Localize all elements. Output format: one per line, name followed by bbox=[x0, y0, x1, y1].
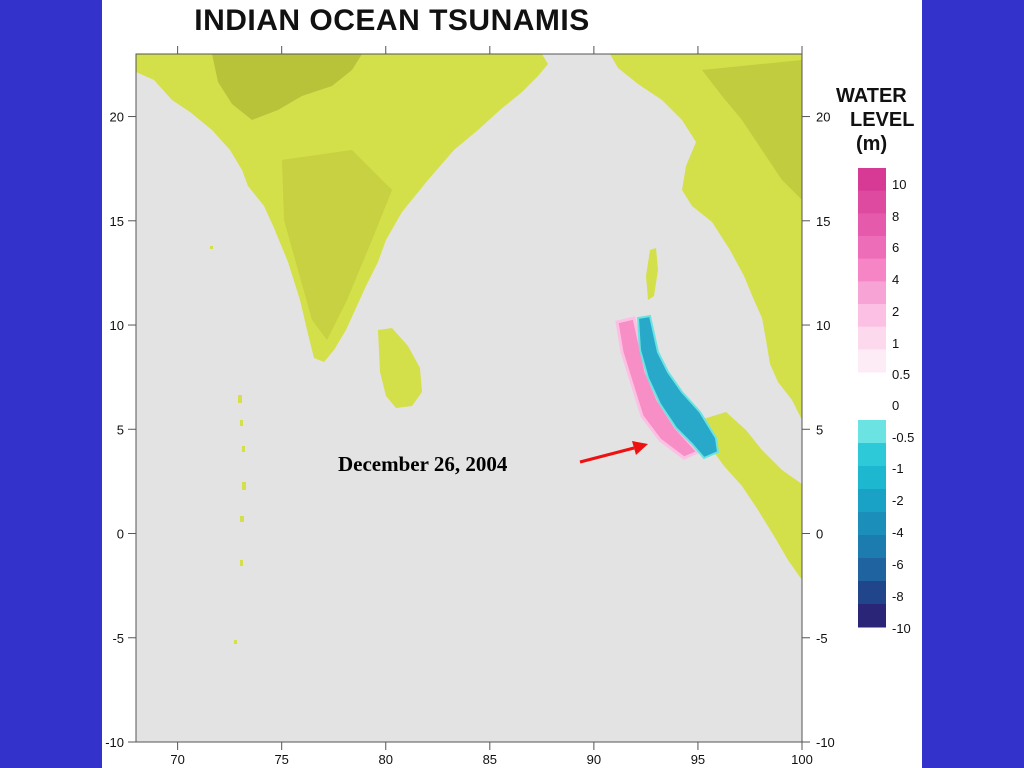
y-tick-label-left: -10 bbox=[105, 735, 124, 750]
legend-title-line-3: (m) bbox=[856, 133, 888, 155]
legend-title: WATER LEVEL (m) bbox=[836, 84, 914, 156]
y-tick-label-right: 5 bbox=[816, 422, 823, 437]
legend-swatch-negative bbox=[858, 604, 886, 628]
negative-wave-band bbox=[636, 314, 720, 460]
slide: INDIAN OCEAN TSUNAMIS bbox=[102, 0, 922, 768]
legend-label-positive: 0.5 bbox=[892, 367, 910, 382]
legend-swatch-positive bbox=[858, 168, 886, 192]
legend-swatch-negative bbox=[858, 466, 886, 490]
y-tick-label-left: 15 bbox=[110, 214, 124, 229]
legend-labels: 10 8 6 4 2 1 0.5 0 -0.5 -1 -2 -4 -6 -8 -10 bbox=[892, 177, 914, 636]
legend-swatch-positive bbox=[858, 190, 886, 214]
legend-label-positive: 10 bbox=[892, 177, 906, 192]
y-tick-label-left: -5 bbox=[112, 631, 124, 646]
y-tick-label-right: 20 bbox=[816, 110, 830, 125]
axis-labels: 70 75 80 85 90 95 100 20 20 15 15 10 10 5 5 0 0 -5 -5 -10 -1… bbox=[105, 110, 835, 767]
y-tick-label-left: 0 bbox=[117, 527, 124, 542]
legend-label-positive: 1 bbox=[892, 336, 899, 351]
land-layer bbox=[136, 54, 802, 644]
legend-label-positive: 4 bbox=[892, 272, 899, 287]
x-tick-label: 95 bbox=[691, 752, 705, 767]
legend-swatch-negative bbox=[858, 535, 886, 559]
legend-swatch-positive bbox=[858, 281, 886, 305]
legend-swatch-positive bbox=[858, 304, 886, 328]
legend-label-negative: -2 bbox=[892, 493, 904, 508]
annotation-arrow bbox=[579, 441, 648, 464]
legend-title-line-2: LEVEL bbox=[850, 109, 915, 131]
legend-label-positive: 8 bbox=[892, 209, 899, 224]
x-tick-label: 90 bbox=[587, 752, 601, 767]
x-tick-label: 80 bbox=[379, 752, 393, 767]
plot-frame bbox=[135, 53, 803, 743]
y-tick-label-right: 15 bbox=[816, 214, 830, 229]
map-title: INDIAN OCEAN TSUNAMIS bbox=[194, 4, 590, 37]
legend-swatch-positive bbox=[858, 349, 886, 373]
southeast-asia-landmass bbox=[610, 54, 802, 420]
southeast-asia-shading bbox=[702, 60, 802, 200]
y-tick-label-left: 5 bbox=[117, 422, 124, 437]
legend-label-negative: -0.5 bbox=[892, 430, 914, 445]
maldives-islands bbox=[210, 246, 246, 644]
legend-swatch-positive bbox=[858, 258, 886, 282]
legend-swatch-positive bbox=[858, 326, 886, 350]
y-tick-label-right: 0 bbox=[816, 527, 823, 542]
legend-swatch-negative bbox=[858, 443, 886, 467]
legend-label-positive: 2 bbox=[892, 304, 899, 319]
y-tick-label-right: -10 bbox=[816, 735, 835, 750]
tsunami-waves bbox=[615, 314, 720, 460]
legend-swatch-positive bbox=[858, 213, 886, 237]
sumatra bbox=[700, 412, 802, 580]
legend-label-negative: -8 bbox=[892, 589, 904, 604]
axis-ticks bbox=[128, 46, 810, 750]
andaman-islands bbox=[646, 248, 658, 300]
legend-swatch-negative bbox=[858, 512, 886, 536]
y-tick-label-right: -5 bbox=[816, 631, 828, 646]
legend-color-bars bbox=[858, 168, 886, 628]
legend-swatch-negative bbox=[858, 581, 886, 605]
legend-label-negative: -4 bbox=[892, 525, 904, 540]
x-tick-label: 100 bbox=[791, 752, 813, 767]
northern-highlands bbox=[212, 54, 362, 120]
legend-label-negative: -10 bbox=[892, 621, 911, 636]
legend-label-negative: -1 bbox=[892, 461, 904, 476]
legend-label-negative: 0 bbox=[892, 398, 899, 413]
sri-lanka bbox=[378, 328, 422, 408]
y-tick-label-left: 20 bbox=[110, 110, 124, 125]
date-annotation: December 26, 2004 bbox=[338, 452, 508, 476]
y-tick-label-left: 10 bbox=[110, 318, 124, 333]
deccan-shading bbox=[282, 150, 392, 340]
legend-label-negative: -6 bbox=[892, 557, 904, 572]
legend-swatch-negative bbox=[858, 489, 886, 513]
y-tick-label-right: 10 bbox=[816, 318, 830, 333]
x-tick-label: 85 bbox=[483, 752, 497, 767]
legend-swatch-negative bbox=[858, 420, 886, 444]
legend-swatch-positive bbox=[858, 236, 886, 260]
legend-swatch-negative bbox=[858, 558, 886, 582]
x-tick-label: 70 bbox=[170, 752, 184, 767]
x-tick-label: 75 bbox=[274, 752, 288, 767]
legend-label-positive: 6 bbox=[892, 240, 899, 255]
legend-title-line-1: WATER bbox=[836, 85, 907, 107]
